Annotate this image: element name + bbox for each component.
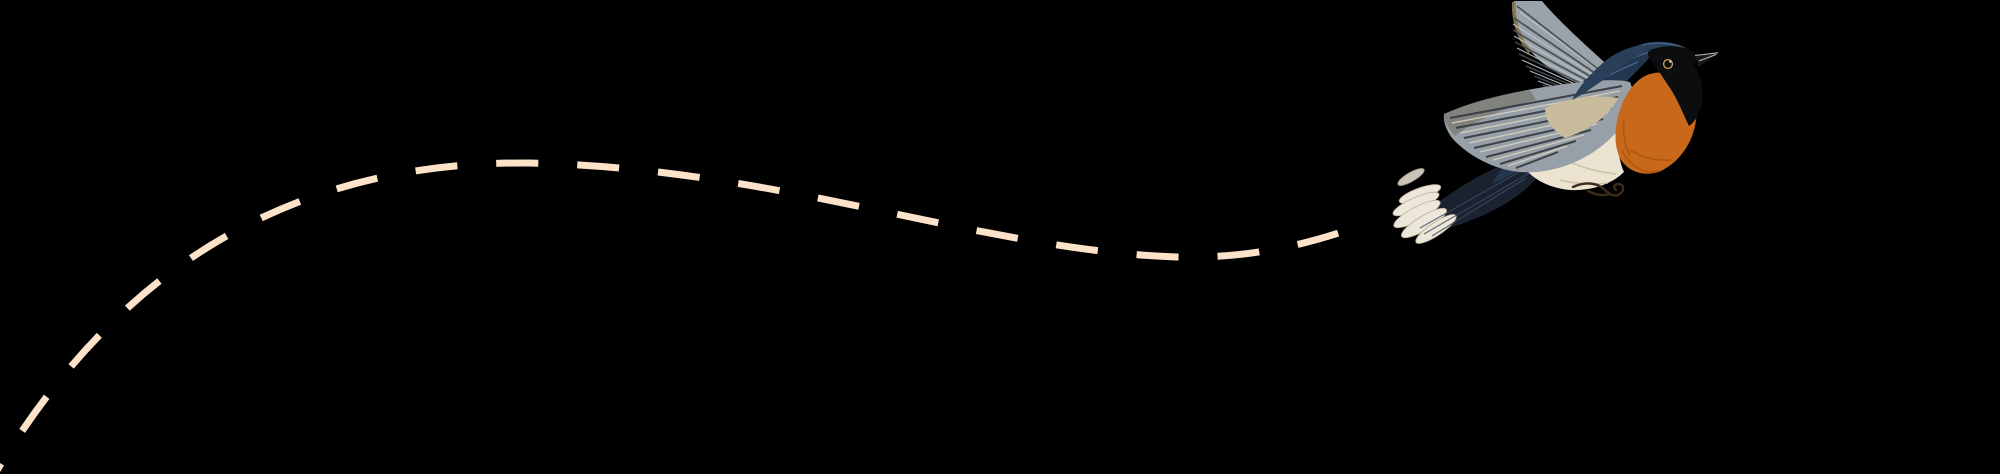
flight-path-dashed-line bbox=[0, 159, 1370, 473]
near-wing-stripes-light bbox=[1451, 90, 1621, 167]
foot-claw bbox=[1571, 182, 1625, 197]
eye-glint bbox=[1669, 60, 1672, 63]
far-wing-stripes-light bbox=[1512, 11, 1631, 101]
beak bbox=[1696, 53, 1719, 67]
head-crown bbox=[1572, 41, 1686, 100]
near-wing-stripes-dark bbox=[1449, 85, 1623, 169]
chest-texture bbox=[1621, 119, 1673, 173]
bird-illustration bbox=[1392, 1, 1719, 244]
tail-feather-tip bbox=[1397, 168, 1425, 186]
foot-claw bbox=[1586, 189, 1612, 197]
near-wing-tip-shade bbox=[1443, 90, 1536, 136]
near-wing-coverts bbox=[1545, 96, 1618, 138]
feet bbox=[1571, 182, 1625, 197]
beak-highlight-line bbox=[1694, 52, 1719, 62]
face-mask bbox=[1648, 46, 1703, 126]
crown-highlight bbox=[1641, 42, 1685, 49]
eye-ring bbox=[1662, 58, 1674, 70]
tail-white-tips bbox=[1392, 168, 1457, 244]
